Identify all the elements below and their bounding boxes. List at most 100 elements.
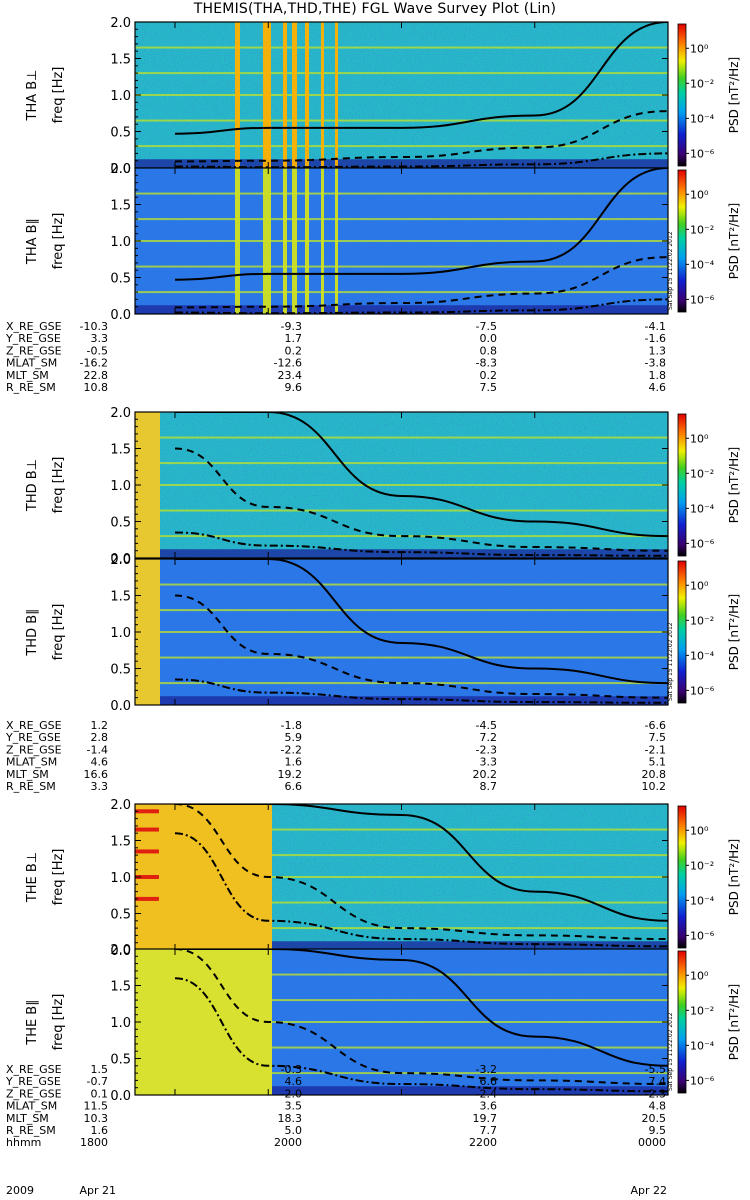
spectrogram-panel: 0.0 0.5 1.0 1.5 2.0 THA B⊥ freq [Hz] 10⁰ 10⁻² 10⁻… bbox=[25, 16, 741, 177]
y-tick-label: 0.0 bbox=[110, 699, 131, 714]
tenth-gyrofrequency-curve bbox=[174, 832, 668, 948]
colorbar-tick-label: 10⁻⁶ bbox=[690, 1074, 715, 1087]
y-tick-label: 0.5 bbox=[110, 1053, 131, 1068]
half-gyrofrequency-curve bbox=[174, 594, 668, 699]
colorbar-tick-label: 10⁻⁴ bbox=[690, 502, 715, 515]
spin-harmonic-line bbox=[135, 609, 668, 612]
colorbar-tick-label: 10⁰ bbox=[690, 969, 709, 982]
ephemeris-value: 1800 bbox=[80, 1136, 108, 1149]
spin-harmonic-line bbox=[135, 462, 668, 465]
ephemeris-value: -2.4 bbox=[476, 1087, 497, 1100]
colorbar-tick-label: 10⁻² bbox=[690, 77, 714, 90]
spectrogram-panel: 0.0 0.5 1.0 1.5 2.0 THE B⊥ freq [Hz] 10⁰ 10⁻² 10⁻… bbox=[25, 798, 741, 959]
colorbar-tick-label: 10⁰ bbox=[690, 579, 709, 592]
ephemeris-value: 10.2 bbox=[642, 780, 667, 793]
frequency-axis-label: freq [Hz] bbox=[51, 849, 66, 906]
spin-harmonic-line bbox=[135, 484, 668, 486]
ephemeris-value: 8.7 bbox=[480, 780, 498, 793]
ephemeris-label: Z_RE_GSE bbox=[6, 344, 62, 357]
colorbar-tick-label: 10⁻⁶ bbox=[690, 929, 715, 942]
ephemeris-label: R_RE_SM bbox=[6, 780, 56, 793]
probe-label: THE B⊥ bbox=[25, 852, 40, 903]
colorbar bbox=[677, 950, 687, 1094]
ephemeris-label: Y_RE_GSE bbox=[5, 731, 61, 744]
probe-label: THD B⊥ bbox=[25, 459, 40, 512]
ephemeris-value: 9.5 bbox=[649, 1124, 667, 1137]
ephemeris-value: 10.3 bbox=[84, 1112, 109, 1125]
colorbar-tick-label: 10⁻² bbox=[690, 1004, 714, 1017]
harmonic-mark bbox=[135, 827, 159, 832]
y-tick-label: 0.5 bbox=[110, 663, 131, 678]
ephemeris-value: 4.6 bbox=[649, 381, 667, 394]
spin-harmonic-line bbox=[135, 828, 668, 831]
ephemeris-value: 1.6 bbox=[91, 1124, 109, 1137]
ephemeris-value: -10.3 bbox=[80, 320, 108, 333]
ephemeris-value: 1.5 bbox=[91, 1063, 109, 1076]
gyrofrequency-curve bbox=[174, 412, 668, 538]
harmonic-mark bbox=[135, 896, 159, 901]
ephemeris-value: -0.5 bbox=[87, 344, 108, 357]
y-tick-label: 0.5 bbox=[110, 126, 131, 141]
probe-label: THD B∥ bbox=[25, 608, 40, 656]
burst-stripe bbox=[263, 22, 271, 168]
spectrogram-panel: 0.0 0.5 1.0 1.5 2.0 THD B∥ freq [Hz] 10⁰ 10⁻² 10⁻… bbox=[25, 553, 741, 714]
ephemeris-value: 3.3 bbox=[91, 332, 109, 345]
frequency-axis-label: freq [Hz] bbox=[51, 67, 66, 124]
spin-harmonic-line bbox=[135, 240, 668, 242]
y-tick-label: 0.0 bbox=[110, 308, 131, 323]
colorbar-tick-label: 10⁻⁶ bbox=[690, 147, 715, 160]
y-tick-label: 0.0 bbox=[110, 162, 131, 177]
ephemeris-value: 5.0 bbox=[285, 1124, 303, 1137]
ephemeris-value: -6.6 bbox=[645, 719, 666, 732]
harmonic-mark bbox=[135, 875, 159, 879]
colorbar-tick-label: 10⁻⁴ bbox=[690, 258, 715, 271]
ephemeris-value: 9.6 bbox=[285, 381, 303, 394]
burst-stripe bbox=[305, 22, 309, 168]
y-tick-label: 0.0 bbox=[110, 944, 131, 959]
ephemeris-value: 7.4 bbox=[649, 1075, 667, 1088]
spectrogram-image bbox=[135, 804, 668, 950]
spin-harmonic-line bbox=[135, 46, 668, 49]
ephemeris-value: -2.3 bbox=[476, 743, 497, 756]
ephemeris-value: 19.2 bbox=[278, 768, 303, 781]
spin-harmonic-line bbox=[135, 999, 668, 1002]
probe-label: THA B∥ bbox=[25, 218, 40, 265]
ephemeris-value: 2200 bbox=[469, 1136, 497, 1149]
ephemeris-value: 1.8 bbox=[649, 369, 667, 382]
ephemeris-value: -2.1 bbox=[645, 743, 666, 756]
ephemeris-label: R_RE_SM bbox=[6, 1124, 56, 1137]
colorbar-label: PSD [nT²/Hz] bbox=[727, 447, 741, 523]
gyrofrequency-curve bbox=[174, 22, 668, 135]
colorbar bbox=[677, 23, 687, 167]
y-tick-label: 1.5 bbox=[110, 53, 131, 68]
ephemeris-value: 0000 bbox=[638, 1136, 666, 1149]
ephemeris-value: 20.5 bbox=[642, 1112, 667, 1125]
ephemeris-value: -8.3 bbox=[476, 357, 497, 370]
ephemeris-value: 6.6 bbox=[285, 780, 303, 793]
ephemeris-table: X_RE_GSE 1.5 -0.3 -3.2 -5.5 Y_RE_GSE -0.7 4.6 6.… bbox=[5, 1063, 666, 1149]
ephemeris-label: X_RE_GSE bbox=[6, 1063, 62, 1076]
ephemeris-label: MLT_SM bbox=[6, 768, 49, 781]
burst-stripe bbox=[235, 22, 240, 168]
y-tick-label: 1.0 bbox=[110, 1016, 131, 1031]
colorbar-tick-label: 10⁻⁴ bbox=[690, 112, 715, 125]
ephemeris-value: -0.3 bbox=[281, 1063, 302, 1076]
ephemeris-table: X_RE_GSE 1.2 -1.8 -4.5 -6.6 Y_RE_GSE 2.8 5.9 7.2… bbox=[5, 719, 666, 793]
spin-harmonic-line bbox=[135, 854, 668, 857]
y-tick-label: 0.5 bbox=[110, 516, 131, 531]
ephemeris-value: 20.8 bbox=[642, 768, 667, 781]
ephemeris-value: 1.7 bbox=[285, 332, 303, 345]
burst-stripe bbox=[263, 168, 271, 314]
colorbar-label: PSD [nT²/Hz] bbox=[727, 984, 741, 1060]
ephemeris-label: MLAT_SM bbox=[6, 357, 57, 370]
ephemeris-value: 18.3 bbox=[278, 1112, 303, 1125]
ephemeris-value: 0.8 bbox=[480, 344, 498, 357]
ephemeris-value: 2000 bbox=[274, 1136, 302, 1149]
ephemeris-value: 1.3 bbox=[649, 344, 667, 357]
colorbar-label: PSD [nT²/Hz] bbox=[727, 839, 741, 915]
burst-stripe bbox=[321, 22, 324, 168]
year-label: 2009 bbox=[6, 1184, 34, 1197]
colorbar-tick-label: 10⁰ bbox=[690, 188, 709, 201]
colorbar-label: PSD [nT²/Hz] bbox=[727, 203, 741, 279]
